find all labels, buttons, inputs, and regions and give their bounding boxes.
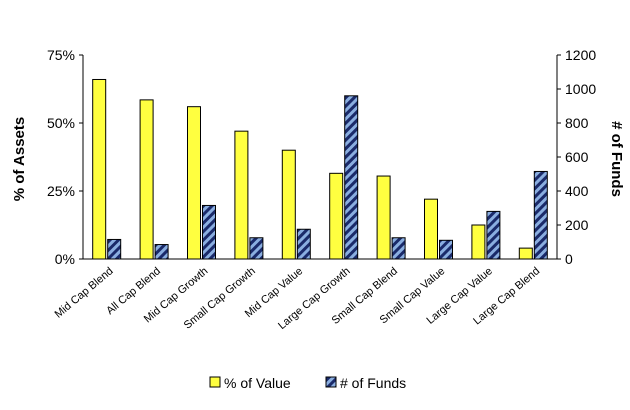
- legend-label-number-of-funds: # of Funds: [340, 375, 406, 391]
- bar-funds-small-cap-growth: [249, 237, 264, 260]
- left-axis-title: % of Assets: [11, 117, 28, 201]
- right-tick-label: 400: [565, 183, 589, 199]
- left-axis-ticks: 0% 25% 50% 75%: [47, 47, 83, 267]
- left-tick-label: 50%: [47, 115, 75, 131]
- right-tick-label: 1000: [565, 81, 596, 97]
- bar-funds-small-cap-blend: [391, 237, 406, 260]
- right-tick-label: 1200: [565, 47, 596, 63]
- bar-funds-mid-cap-value: [296, 228, 311, 260]
- right-axis-ticks: 0 200 400 600 800 1000 1200: [557, 47, 596, 267]
- bar-funds-large-cap-blend: [533, 170, 548, 260]
- bar-funds-all-cap-blend: [154, 244, 169, 260]
- bar-value-small-cap-growth: [234, 130, 249, 260]
- legend: % of Value # of Funds: [209, 375, 406, 391]
- bar-value-large-cap-blend: [518, 247, 533, 260]
- bar-funds-small-cap-value: [439, 239, 453, 260]
- bar-value-mid-cap-blend: [92, 78, 107, 260]
- bar-value-mid-cap-growth: [187, 106, 201, 260]
- left-tick-label: 0%: [55, 251, 75, 267]
- bar-value-small-cap-value: [424, 198, 438, 260]
- right-tick-label: 200: [565, 217, 589, 233]
- bar-funds-large-cap-value: [486, 210, 501, 260]
- legend-swatch-percent-of-value: [209, 376, 221, 388]
- right-tick-label: 600: [565, 149, 589, 165]
- series-percent-of-value: [92, 78, 533, 260]
- legend-label-percent-of-value: % of Value: [224, 375, 291, 391]
- bar-funds-mid-cap-blend: [107, 238, 122, 260]
- right-axis-title: # of Funds: [608, 121, 625, 197]
- bar-funds-large-cap-growth: [344, 95, 359, 260]
- right-tick-label: 800: [565, 115, 589, 131]
- right-tick-label: 0: [565, 251, 573, 267]
- bar-value-large-cap-growth: [329, 172, 344, 260]
- bar-value-small-cap-blend: [376, 175, 391, 260]
- bar-value-large-cap-value: [471, 224, 486, 260]
- category-label: Mid Cap Blend: [53, 265, 116, 321]
- bar-value-mid-cap-value: [281, 149, 296, 260]
- bar-funds-mid-cap-growth: [202, 204, 216, 260]
- left-tick-label: 25%: [47, 183, 75, 199]
- series-number-of-funds: [107, 95, 548, 260]
- left-tick-label: 75%: [47, 47, 75, 63]
- legend-swatch-number-of-funds: [325, 376, 337, 388]
- bar-value-all-cap-blend: [139, 99, 154, 260]
- axes: [82, 55, 558, 260]
